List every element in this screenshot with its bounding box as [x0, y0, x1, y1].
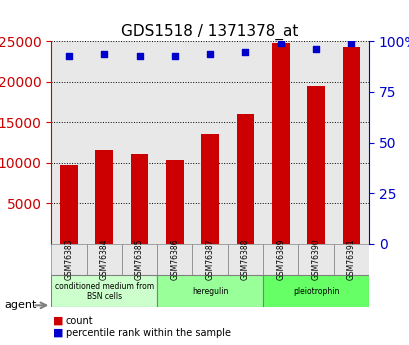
FancyBboxPatch shape: [227, 244, 263, 275]
FancyBboxPatch shape: [192, 244, 227, 275]
Text: ■: ■: [53, 328, 64, 338]
Title: GDS1518 / 1371378_at: GDS1518 / 1371378_at: [121, 24, 298, 40]
Text: GSM76391: GSM76391: [346, 239, 355, 280]
Text: GSM76384: GSM76384: [99, 239, 108, 280]
Bar: [166, 160, 183, 244]
Text: GSM76383: GSM76383: [64, 239, 73, 280]
Point: [347, 41, 354, 46]
Bar: [342, 47, 359, 244]
Text: GSM76385: GSM76385: [135, 239, 144, 280]
FancyBboxPatch shape: [51, 244, 86, 275]
FancyBboxPatch shape: [51, 275, 157, 307]
Text: GSM76389: GSM76389: [276, 239, 285, 280]
Bar: [130, 154, 148, 244]
Point: [312, 47, 319, 52]
Bar: [306, 86, 324, 244]
FancyBboxPatch shape: [86, 244, 121, 275]
FancyBboxPatch shape: [333, 244, 368, 275]
FancyBboxPatch shape: [121, 244, 157, 275]
FancyBboxPatch shape: [263, 275, 368, 307]
Point: [136, 53, 142, 58]
Text: conditioned medium from
BSN cells: conditioned medium from BSN cells: [54, 282, 153, 301]
Bar: [201, 134, 218, 244]
Text: GSM76386: GSM76386: [170, 239, 179, 280]
Text: GSM76387: GSM76387: [205, 239, 214, 280]
Text: GSM76390: GSM76390: [311, 239, 320, 280]
FancyBboxPatch shape: [157, 275, 263, 307]
Point: [65, 53, 72, 58]
Point: [207, 51, 213, 56]
Point: [101, 51, 107, 56]
Point: [277, 41, 283, 46]
Text: pleiotrophin: pleiotrophin: [292, 287, 338, 296]
Text: heregulin: heregulin: [191, 287, 228, 296]
Text: count: count: [65, 316, 93, 326]
Bar: [236, 114, 254, 244]
Point: [242, 49, 248, 54]
FancyBboxPatch shape: [263, 244, 298, 275]
Point: [171, 53, 178, 58]
Text: percentile rank within the sample: percentile rank within the sample: [65, 328, 230, 338]
FancyBboxPatch shape: [298, 244, 333, 275]
Bar: [271, 43, 289, 244]
Text: ■: ■: [53, 316, 64, 326]
FancyBboxPatch shape: [157, 244, 192, 275]
Bar: [60, 165, 78, 244]
Bar: [95, 150, 113, 244]
Text: GSM76388: GSM76388: [240, 239, 249, 280]
Text: agent: agent: [4, 300, 36, 310]
